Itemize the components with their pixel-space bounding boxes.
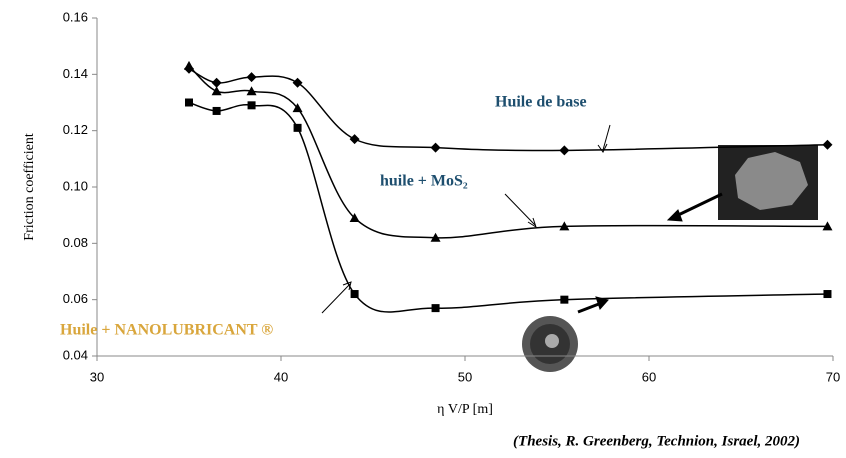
x-axis-label: η V/P [m] [437, 402, 493, 417]
data-point [185, 98, 193, 107]
data-point [246, 72, 257, 83]
y-tick-label: 0.12 [63, 122, 88, 137]
y-tick-label: 0.06 [63, 291, 88, 306]
data-point [292, 77, 303, 88]
data-point [212, 106, 221, 115]
pointer-arrows [321, 124, 723, 314]
particle-images [522, 145, 818, 372]
data-point [247, 101, 256, 110]
source-note: (Thesis, R. Greenberg, Technion, Israel,… [513, 433, 800, 449]
particle [735, 152, 808, 210]
y-axis-label: Friction coefficient [22, 133, 37, 241]
data-point [350, 290, 359, 299]
data-point [211, 77, 222, 88]
x-tick-label: 40 [274, 369, 288, 384]
x-tick-label: 70 [826, 369, 840, 384]
data-point [559, 221, 570, 231]
y-tick-label: 0.16 [63, 9, 88, 24]
y-tick-label: 0.10 [63, 178, 88, 193]
x-tick-label: 50 [458, 369, 472, 384]
y-tick-label: 0.14 [63, 66, 88, 81]
data-point [431, 304, 440, 313]
nano-highlight [545, 334, 559, 348]
y-tick-label: 0.08 [63, 235, 88, 250]
data-point [184, 60, 194, 70]
data-point [430, 232, 441, 242]
series-label: Huile de base [495, 94, 587, 111]
data-point [349, 134, 360, 145]
data-point [211, 86, 222, 96]
data-point [349, 212, 360, 222]
x-tick-label: 60 [642, 369, 656, 384]
data-point [559, 145, 570, 156]
data-point [823, 290, 832, 299]
data-point [560, 295, 569, 304]
series-label: Huile + NANOLUBRICANT ® [60, 322, 273, 339]
data-point [822, 221, 833, 231]
x-tick-label: 30 [90, 369, 104, 384]
data-point [430, 142, 441, 153]
data-point [822, 139, 833, 150]
series-label: huile + MoS₂ [380, 173, 468, 190]
data-point [293, 123, 302, 132]
data-point [246, 86, 257, 96]
data-point [292, 103, 303, 113]
y-tick-label: 0.04 [63, 347, 88, 362]
